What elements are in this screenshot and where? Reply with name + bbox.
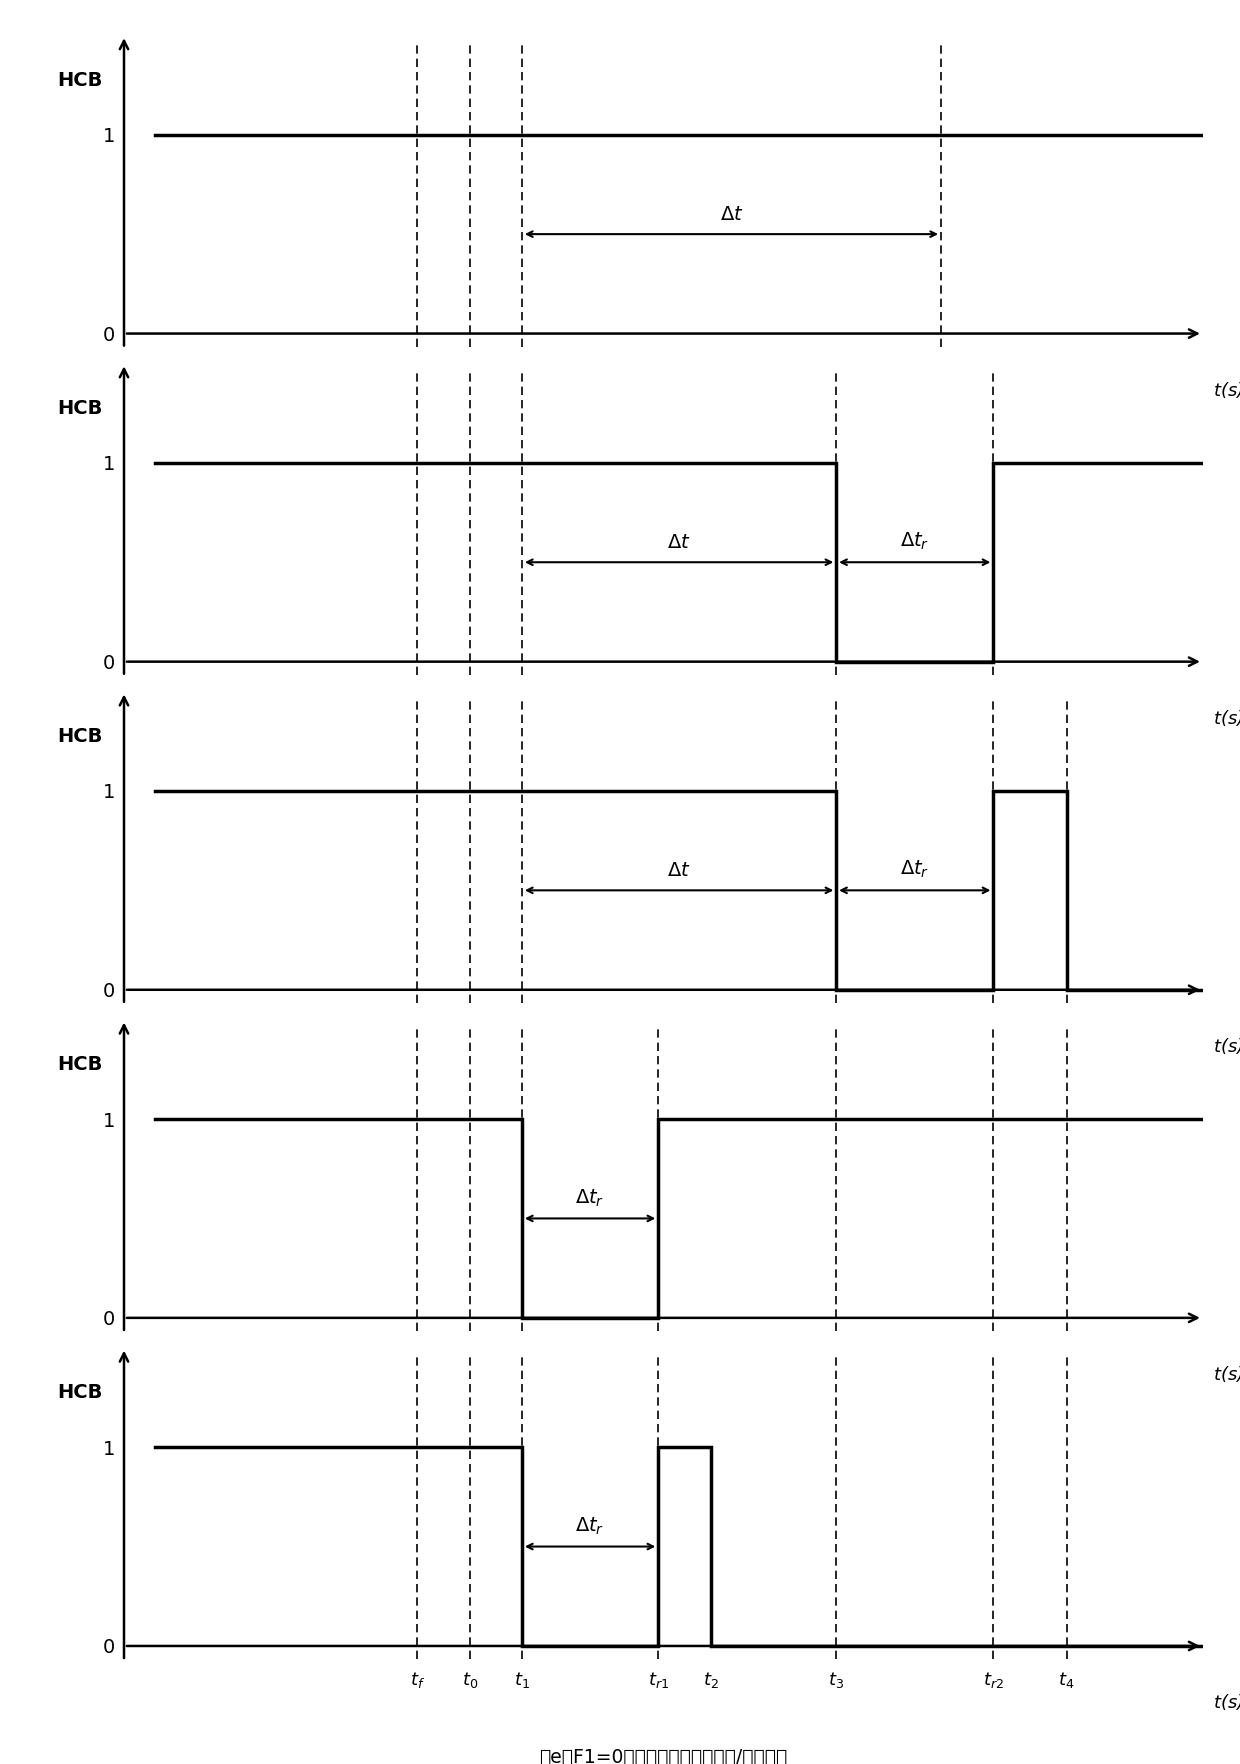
Text: $t_f$: $t_f$ [409, 1671, 425, 1690]
Text: （a）F1=1,F2=1时瞬时性故障断路器分/合闸时序: （a）F1=1,F2=1时瞬时性故障断路器分/合闸时序 [511, 436, 816, 455]
Text: HCB: HCB [58, 399, 103, 418]
Text: $t$(s): $t$(s) [1213, 1364, 1240, 1385]
Text: $\Delta t$: $\Delta t$ [719, 205, 743, 224]
Text: $\Delta t$: $\Delta t$ [667, 533, 691, 552]
Text: $t_{r1}$: $t_{r1}$ [647, 1671, 668, 1690]
Text: $\Delta t_{r}$: $\Delta t_{r}$ [575, 1187, 605, 1208]
Text: HCB: HCB [58, 727, 103, 746]
Text: $t$(s): $t$(s) [1213, 1692, 1240, 1713]
Text: $\Delta t_{r}$: $\Delta t_{r}$ [900, 859, 930, 880]
Text: $\Delta t_{r}$: $\Delta t_{r}$ [900, 531, 930, 552]
Text: $\Delta t_{r}$: $\Delta t_{r}$ [575, 1515, 605, 1536]
Text: $t$(s): $t$(s) [1213, 379, 1240, 400]
Text: $t_2$: $t_2$ [703, 1671, 718, 1690]
Text: $t_3$: $t_3$ [828, 1671, 844, 1690]
Text: $t_{r2}$: $t_{r2}$ [983, 1671, 1004, 1690]
Text: HCB: HCB [58, 71, 103, 90]
Text: $t$(s): $t$(s) [1213, 1035, 1240, 1057]
Text: HCB: HCB [58, 1055, 103, 1074]
Text: （e）F1=0时永久性故障断路器分/合闸时序: （e）F1=0时永久性故障断路器分/合闸时序 [539, 1748, 787, 1764]
Text: （c）F1=1,F2=0时永久性故障断路器分/合闸时序: （c）F1=1,F2=0时永久性故障断路器分/合闸时序 [512, 1092, 815, 1111]
Text: （b）F1=1,F2=0时瞬时性故障断路器分/合闸时序: （b）F1=1,F2=0时瞬时性故障断路器分/合闸时序 [511, 764, 816, 783]
Text: $t_1$: $t_1$ [515, 1671, 529, 1690]
Text: $\Delta t$: $\Delta t$ [667, 861, 691, 880]
Text: HCB: HCB [58, 1383, 103, 1402]
Text: （d）F1=0时瞬时性故障断路器分/合闸时序: （d）F1=0时瞬时性故障断路器分/合闸时序 [539, 1420, 787, 1439]
Text: $t_4$: $t_4$ [1059, 1671, 1075, 1690]
Text: $t_0$: $t_0$ [461, 1671, 477, 1690]
Text: $t$(s): $t$(s) [1213, 707, 1240, 729]
